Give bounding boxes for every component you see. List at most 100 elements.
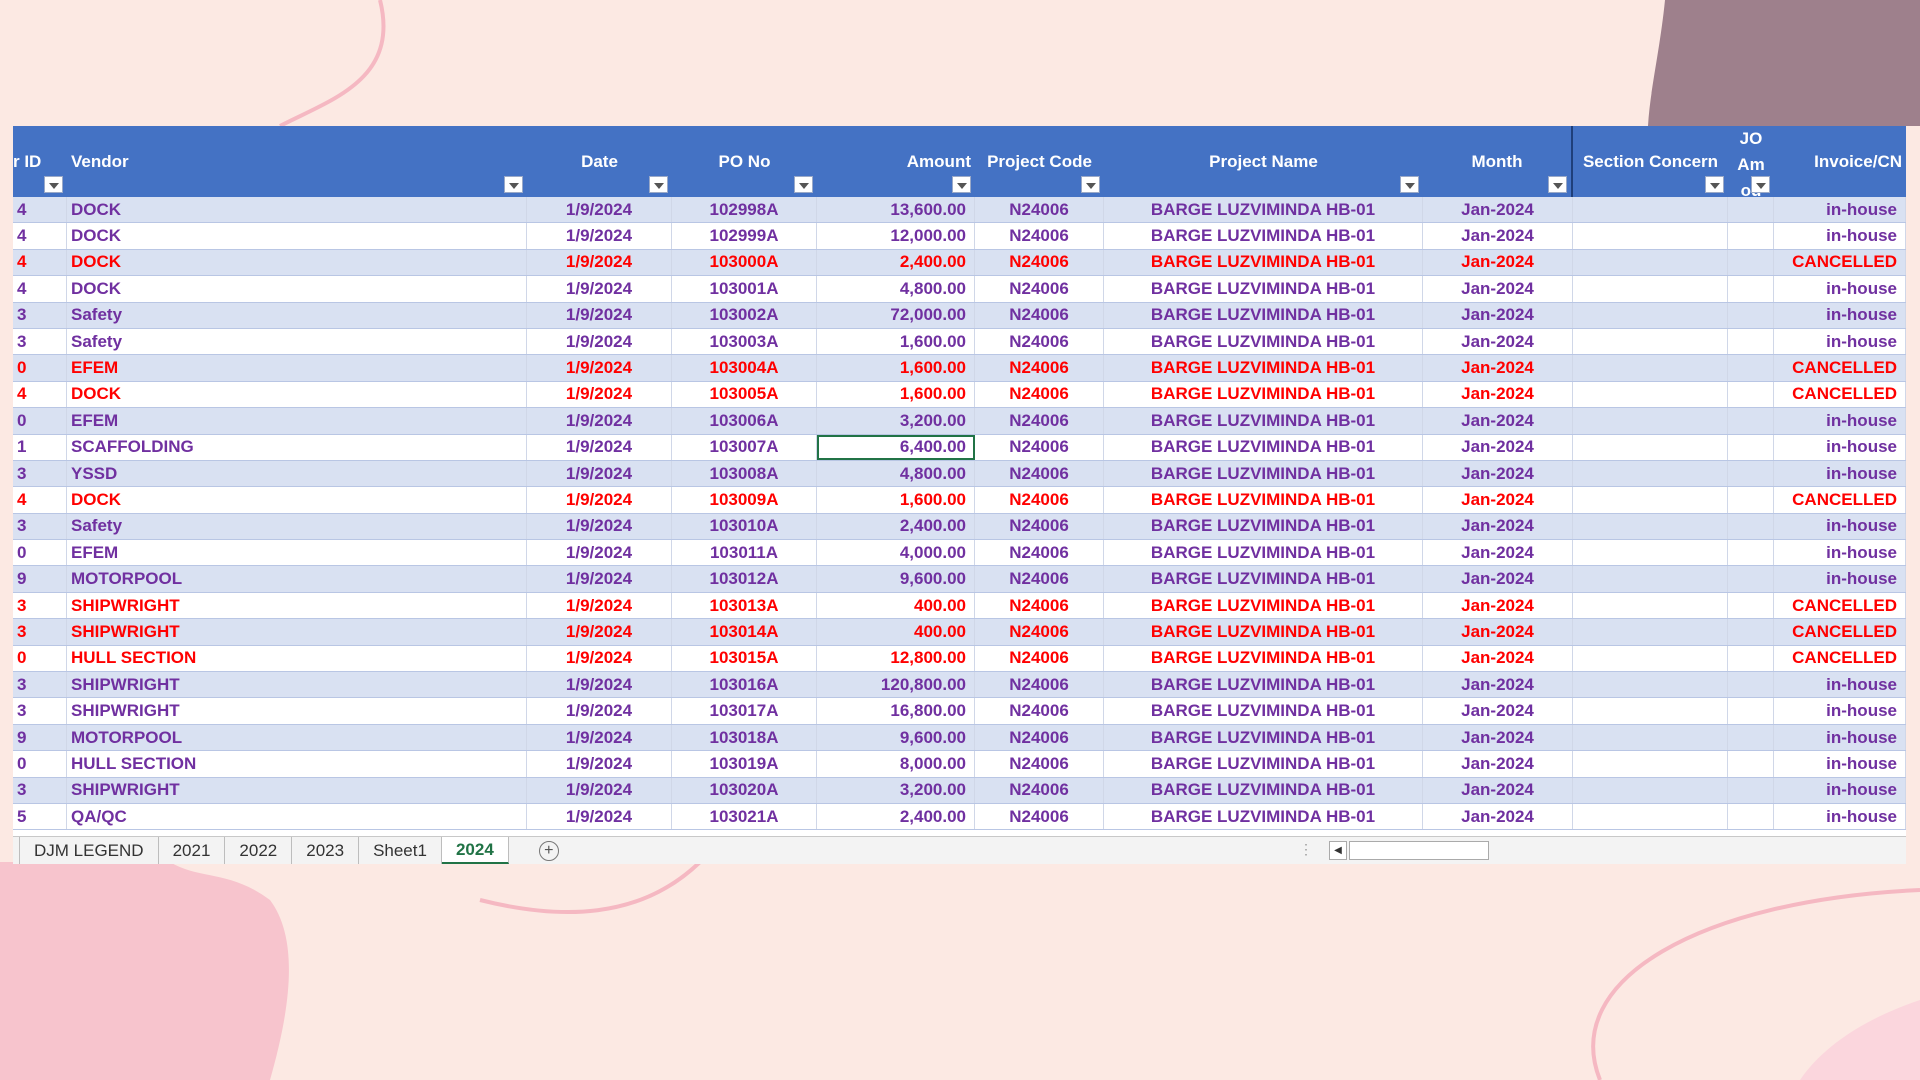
vendor-cell[interactable]: SHIPWRIGHT [67,592,527,619]
header-project-name[interactable]: Project Name [1104,126,1423,197]
vendor-id-cell[interactable]: 0 [13,540,67,566]
project-name-cell[interactable]: BARGE LUZVIMINDA HB-01 [1104,197,1423,223]
vendor-id-cell[interactable]: 4 [13,276,67,302]
project-name-cell[interactable]: BARGE LUZVIMINDA HB-01 [1104,434,1423,460]
date-cell[interactable]: 1/9/2024 [527,197,672,223]
table-row[interactable]: 4 DOCK 1/9/2024 103009A 1,600.00 N24006 BARGE … [13,487,1906,514]
date-cell[interactable]: 1/9/2024 [527,803,672,830]
amount-cell[interactable]: 1,600.00 [817,355,975,381]
filter-dropdown-icon[interactable] [1548,176,1567,193]
invoice-cell[interactable]: CANCELLED [1774,355,1906,381]
filter-dropdown-icon[interactable] [649,176,668,193]
vendor-cell[interactable]: SHIPWRIGHT [67,777,527,803]
section-concern-cell[interactable] [1573,645,1728,672]
section-concern-cell[interactable] [1573,566,1728,592]
vendor-id-cell[interactable]: 3 [13,592,67,619]
section-concern-cell[interactable] [1573,672,1728,698]
project-name-cell[interactable]: BARGE LUZVIMINDA HB-01 [1104,751,1423,777]
section-concern-cell[interactable] [1573,724,1728,751]
project-name-cell[interactable]: BARGE LUZVIMINDA HB-01 [1104,408,1423,434]
project-code-cell[interactable]: N24006 [975,460,1104,487]
vendor-cell[interactable]: QA/QC [67,803,527,830]
table-row[interactable]: 4 DOCK 1/9/2024 102998A 13,600.00 N24006 BARGE… [13,197,1906,224]
invoice-cell[interactable]: in-house [1774,276,1906,302]
project-code-cell[interactable]: N24006 [975,487,1104,513]
project-code-cell[interactable]: N24006 [975,540,1104,566]
month-cell[interactable]: Jan-2024 [1423,276,1573,302]
section-concern-cell[interactable] [1573,328,1728,355]
invoice-cell[interactable]: in-house [1774,513,1906,540]
date-cell[interactable]: 1/9/2024 [527,249,672,276]
jo-amount-cell[interactable] [1728,355,1774,381]
amount-cell[interactable]: 1,600.00 [817,487,975,513]
jo-amount-cell[interactable] [1728,460,1774,487]
invoice-cell[interactable]: in-house [1774,408,1906,434]
project-code-cell[interactable]: N24006 [975,434,1104,460]
amount-cell[interactable]: 400.00 [817,592,975,619]
project-name-cell[interactable]: BARGE LUZVIMINDA HB-01 [1104,460,1423,487]
month-cell[interactable]: Jan-2024 [1423,249,1573,276]
month-cell[interactable]: Jan-2024 [1423,751,1573,777]
vendor-cell[interactable]: HULL SECTION [67,645,527,672]
section-concern-cell[interactable] [1573,777,1728,803]
date-cell[interactable]: 1/9/2024 [527,302,672,328]
table-row[interactable]: 3 Safety 1/9/2024 103002A 72,000.00 N24006 BAR… [13,302,1906,329]
vendor-cell[interactable]: HULL SECTION [67,751,527,777]
invoice-cell[interactable]: in-house [1774,302,1906,328]
vendor-id-cell[interactable]: 3 [13,513,67,540]
jo-amount-cell[interactable] [1728,803,1774,830]
invoice-cell[interactable]: in-house [1774,566,1906,592]
project-code-cell[interactable]: N24006 [975,592,1104,619]
section-concern-cell[interactable] [1573,460,1728,487]
project-name-cell[interactable]: BARGE LUZVIMINDA HB-01 [1104,540,1423,566]
month-cell[interactable]: Jan-2024 [1423,197,1573,223]
vendor-cell[interactable]: Safety [67,513,527,540]
date-cell[interactable]: 1/9/2024 [527,487,672,513]
project-name-cell[interactable]: BARGE LUZVIMINDA HB-01 [1104,619,1423,645]
month-cell[interactable]: Jan-2024 [1423,803,1573,830]
sheet-tab-2023[interactable]: 2023 [292,837,360,864]
project-name-cell[interactable]: BARGE LUZVIMINDA HB-01 [1104,803,1423,830]
invoice-cell[interactable]: CANCELLED [1774,487,1906,513]
month-cell[interactable]: Jan-2024 [1423,540,1573,566]
sheet-tab-2024[interactable]: 2024 [441,837,509,864]
amount-cell[interactable]: 120,800.00 [817,672,975,698]
po-no-cell[interactable]: 103008A [672,460,817,487]
table-row[interactable]: 3 SHIPWRIGHT 1/9/2024 103014A 400.00 N24006 BA… [13,619,1906,646]
amount-cell[interactable]: 6,400.00 [817,434,975,460]
table-row[interactable]: 3 SHIPWRIGHT 1/9/2024 103016A 120,800.00 N240… [13,672,1906,699]
jo-amount-cell[interactable] [1728,698,1774,724]
section-concern-cell[interactable] [1573,487,1728,513]
table-row[interactable]: 9 MOTORPOOL 1/9/2024 103018A 9,600.00 N24006 B… [13,724,1906,752]
project-name-cell[interactable]: BARGE LUZVIMINDA HB-01 [1104,566,1423,592]
po-no-cell[interactable]: 103011A [672,540,817,566]
invoice-cell[interactable]: CANCELLED [1774,592,1906,619]
table-row[interactable]: 3 SHIPWRIGHT 1/9/2024 103013A 400.00 N24006 BA… [13,592,1906,620]
project-code-cell[interactable]: N24006 [975,328,1104,355]
table-row[interactable]: 0 HULL SECTION 1/9/2024 103015A 12,800.00 N24… [13,645,1906,673]
date-cell[interactable]: 1/9/2024 [527,513,672,540]
vendor-id-cell[interactable]: 3 [13,460,67,487]
section-concern-cell[interactable] [1573,408,1728,434]
month-cell[interactable]: Jan-2024 [1423,434,1573,460]
add-sheet-icon[interactable]: + [538,840,559,861]
invoice-cell[interactable]: in-house [1774,223,1906,249]
spreadsheet[interactable]: r ID Vendor Date PO No Amount Project Co… [13,126,1906,861]
month-cell[interactable]: Jan-2024 [1423,777,1573,803]
project-code-cell[interactable]: N24006 [975,355,1104,381]
po-no-cell[interactable]: 103000A [672,249,817,276]
invoice-cell[interactable]: CANCELLED [1774,249,1906,276]
po-no-cell[interactable]: 103015A [672,645,817,672]
vendor-cell[interactable]: DOCK [67,223,527,249]
invoice-cell[interactable]: in-house [1774,328,1906,355]
po-no-cell[interactable]: 103021A [672,803,817,830]
project-code-cell[interactable]: N24006 [975,672,1104,698]
date-cell[interactable]: 1/9/2024 [527,592,672,619]
project-name-cell[interactable]: BARGE LUZVIMINDA HB-01 [1104,672,1423,698]
project-code-cell[interactable]: N24006 [975,223,1104,249]
invoice-cell[interactable]: CANCELLED [1774,381,1906,408]
month-cell[interactable]: Jan-2024 [1423,566,1573,592]
jo-amount-cell[interactable] [1728,197,1774,223]
project-name-cell[interactable]: BARGE LUZVIMINDA HB-01 [1104,249,1423,276]
po-no-cell[interactable]: 103014A [672,619,817,645]
